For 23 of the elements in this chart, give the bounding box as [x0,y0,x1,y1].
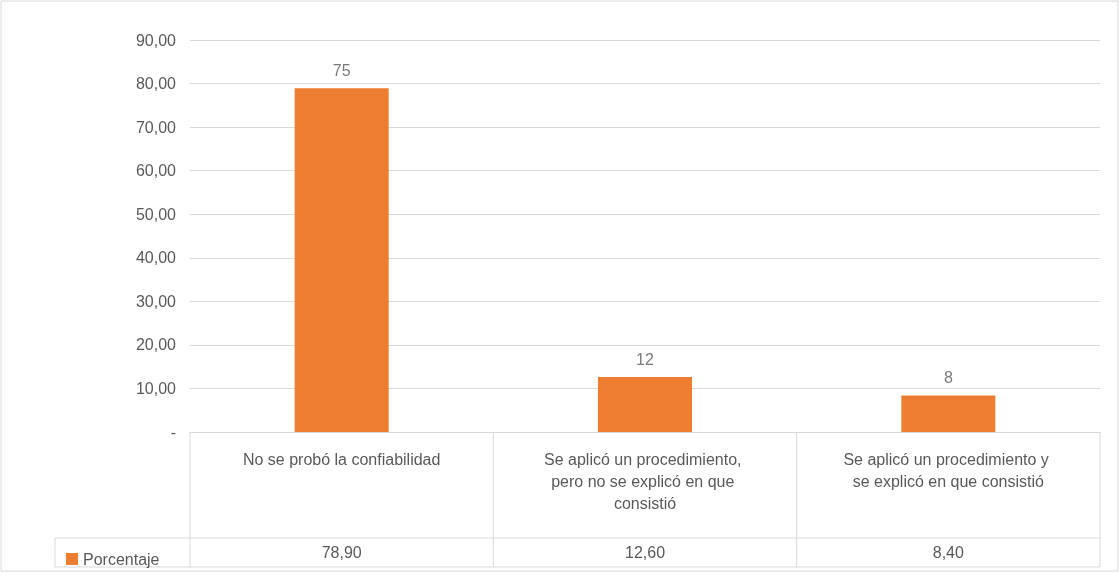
y-tick-label: 30,00 [135,292,177,310]
data-label: 12,60 [624,544,666,561]
y-tick-label: - [170,423,176,441]
y-tick-label: 80,00 [135,75,177,93]
data-label: 8,40 [932,544,965,561]
y-tick-label: 60,00 [135,162,177,180]
y-tick-label: 10,00 [135,379,177,397]
x-tick-label: Se aplicó un procedimiento, pero no se explicó en que consistió [544,450,746,512]
x-tick-label: No se probó la confiabilidad [242,450,441,468]
bar [901,395,996,432]
y-tick-label: 40,00 [135,249,177,267]
annotation: 75 [332,61,351,79]
annotation: 12 [636,350,654,368]
y-tick-label: 20,00 [135,336,177,354]
data-label: 78,90 [321,544,362,561]
annotation: 8 [943,368,953,386]
bar [294,88,389,432]
y-tick-label: 50,00 [135,205,177,223]
legend-label: Porcentaje [83,550,160,568]
y-tick-label: 90,00 [135,31,177,49]
x-tick-label: Se aplicó un procedimiento y se explicó en que consistió [843,450,1054,490]
y-tick-label: 70,00 [135,118,177,136]
bar [597,377,693,432]
